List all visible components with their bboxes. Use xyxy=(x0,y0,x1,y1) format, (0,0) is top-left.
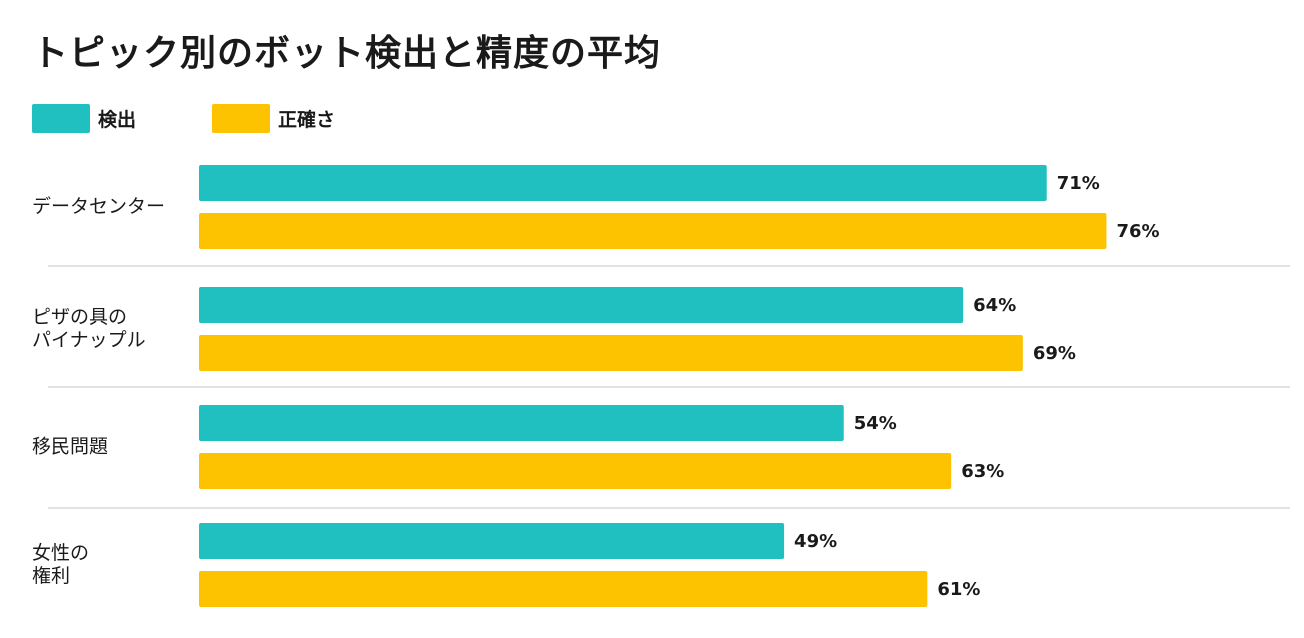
chart-title: トピック別のボット検出と精度の平均 xyxy=(32,33,662,74)
legend-label-accuracy: 正確さ xyxy=(278,108,336,131)
bar-detection-1 xyxy=(199,165,1047,201)
bar-accuracy-4 xyxy=(199,571,928,607)
legend-item-accuracy: 正確さ xyxy=(212,103,336,133)
data-label-accuracy-1: 76% xyxy=(1116,221,1159,242)
data-label-accuracy-3: 63% xyxy=(961,461,1004,482)
bar-accuracy-3 xyxy=(199,453,952,489)
bar-accuracy-1 xyxy=(199,213,1107,249)
category-label-4-line-1: 女性の xyxy=(32,542,89,564)
category-label-2-line-1: ピザの具の xyxy=(32,306,127,328)
legend: 検出 正確さ xyxy=(32,103,411,133)
data-label-accuracy-2: 69% xyxy=(1033,343,1076,364)
data-label-detection-2: 64% xyxy=(973,295,1016,316)
data-label-accuracy-4: 61% xyxy=(937,579,980,600)
data-label-detection-4: 49% xyxy=(794,531,837,552)
data-label-detection-3: 54% xyxy=(854,413,897,434)
legend-swatch-accuracy xyxy=(212,103,271,133)
bar-detection-3 xyxy=(199,405,844,441)
legend-swatch-detection xyxy=(32,103,90,133)
category-label-3: 移民問題 xyxy=(32,436,108,458)
legend-label-detection: 検出 xyxy=(98,108,137,131)
legend-item-detection: 検出 xyxy=(32,103,137,133)
bar-detection-4 xyxy=(199,523,785,559)
data-label-detection-1: 71% xyxy=(1057,173,1100,194)
category-label-1: データセンター xyxy=(32,196,165,218)
category-label-2-line-2: パイナップル xyxy=(32,329,146,351)
category-label-4-line-2: 権利 xyxy=(32,565,70,587)
bar-detection-2 xyxy=(199,287,964,323)
bar-accuracy-2 xyxy=(199,335,1023,371)
